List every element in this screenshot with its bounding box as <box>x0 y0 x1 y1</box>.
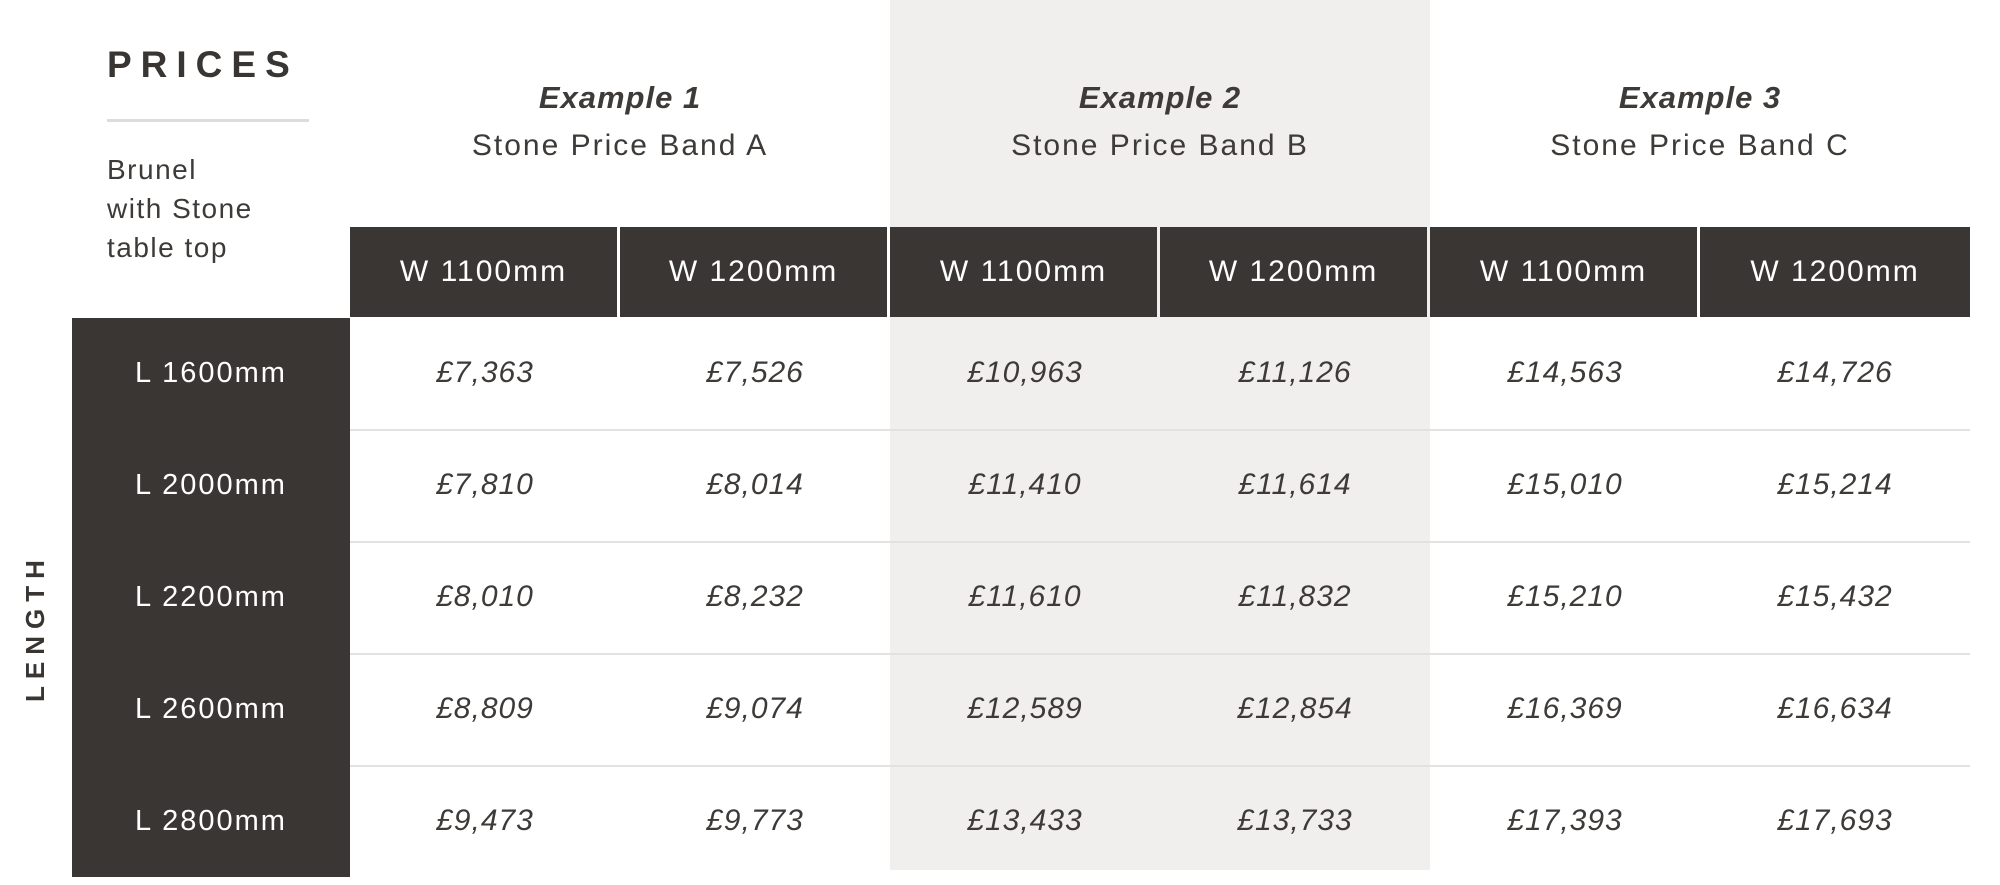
price-cell: £7,810 <box>436 468 534 501</box>
price-cell: £7,363 <box>436 356 534 389</box>
example-group-header: Example 3 Stone Price Band C <box>1430 0 1970 163</box>
price-cell: £13,733 <box>1237 804 1353 837</box>
price-cell: £15,010 <box>1507 468 1623 501</box>
row-label: L 2200mm <box>135 580 287 613</box>
width-header-cell: W 1100mm <box>890 227 1157 317</box>
price-cell: £8,809 <box>436 692 534 725</box>
price-cell: £9,074 <box>706 692 804 725</box>
price-band-title: Stone Price Band C <box>1550 129 1850 162</box>
width-header-cell: W 1100mm <box>1430 227 1697 317</box>
price-cell: £17,393 <box>1507 804 1623 837</box>
price-cell: £11,610 <box>968 580 1082 613</box>
price-cell: £16,634 <box>1777 692 1893 725</box>
price-band-title: Stone Price Band A <box>471 129 769 162</box>
row-separator <box>350 765 1970 767</box>
width-header-cell: W 1200mm <box>1160 227 1427 317</box>
price-cell: £8,014 <box>706 468 804 501</box>
example-title: Example 3 <box>1618 80 1782 115</box>
price-cell: £16,369 <box>1507 692 1623 725</box>
price-cell: £11,832 <box>1238 580 1352 613</box>
price-cell: £17,693 <box>1777 804 1893 837</box>
price-cell: £10,963 <box>967 356 1083 389</box>
product-subtitle-line: table top <box>107 232 228 263</box>
price-cell: £9,773 <box>706 804 804 837</box>
row-separator <box>350 653 1970 655</box>
row-label: L 2000mm <box>135 468 287 501</box>
price-cell: £12,589 <box>967 692 1083 725</box>
price-cell: £11,410 <box>968 468 1082 501</box>
example-group-header: Example 1 Stone Price Band A <box>350 0 890 163</box>
price-cell: £11,126 <box>1238 356 1352 389</box>
example-title: Example 2 <box>1078 80 1242 115</box>
price-cell: £7,526 <box>706 356 804 389</box>
price-cell: £8,232 <box>706 580 804 613</box>
price-cell: £15,432 <box>1777 580 1893 613</box>
row-separator <box>350 541 1970 543</box>
price-cell: £12,854 <box>1237 692 1353 725</box>
price-band-title: Stone Price Band B <box>1011 129 1309 162</box>
price-cell: £8,010 <box>436 580 534 613</box>
length-axis-label: LENGTH <box>20 553 50 702</box>
product-subtitle-line: Brunel <box>107 154 197 185</box>
row-separator <box>350 429 1970 431</box>
example-title: Example 1 <box>538 80 702 115</box>
price-cell: £11,614 <box>1238 468 1352 501</box>
example-2-highlight-panel <box>890 0 1430 870</box>
example-group-header: Example 2 Stone Price Band B <box>890 0 1430 163</box>
price-cell: £15,214 <box>1777 468 1893 501</box>
price-cell: £13,433 <box>967 804 1083 837</box>
price-cell: £14,563 <box>1507 356 1623 389</box>
product-subtitle-line: with Stone <box>107 193 253 224</box>
price-cell: £9,473 <box>436 804 534 837</box>
width-header-cell: W 1200mm <box>1700 227 1970 317</box>
width-header-cell: W 1200mm <box>620 227 887 317</box>
row-label: L 2600mm <box>135 692 287 725</box>
width-header-cell: W 1100mm <box>350 227 617 317</box>
row-label: L 2800mm <box>135 804 287 837</box>
row-label-block <box>72 318 350 877</box>
row-label: L 1600mm <box>135 356 287 389</box>
page-title: PRICES <box>107 44 299 85</box>
product-subtitle: Brunel with Stone table top <box>107 150 253 267</box>
price-cell: £14,726 <box>1777 356 1893 389</box>
price-cell: £15,210 <box>1507 580 1623 613</box>
title-underline <box>107 119 309 122</box>
